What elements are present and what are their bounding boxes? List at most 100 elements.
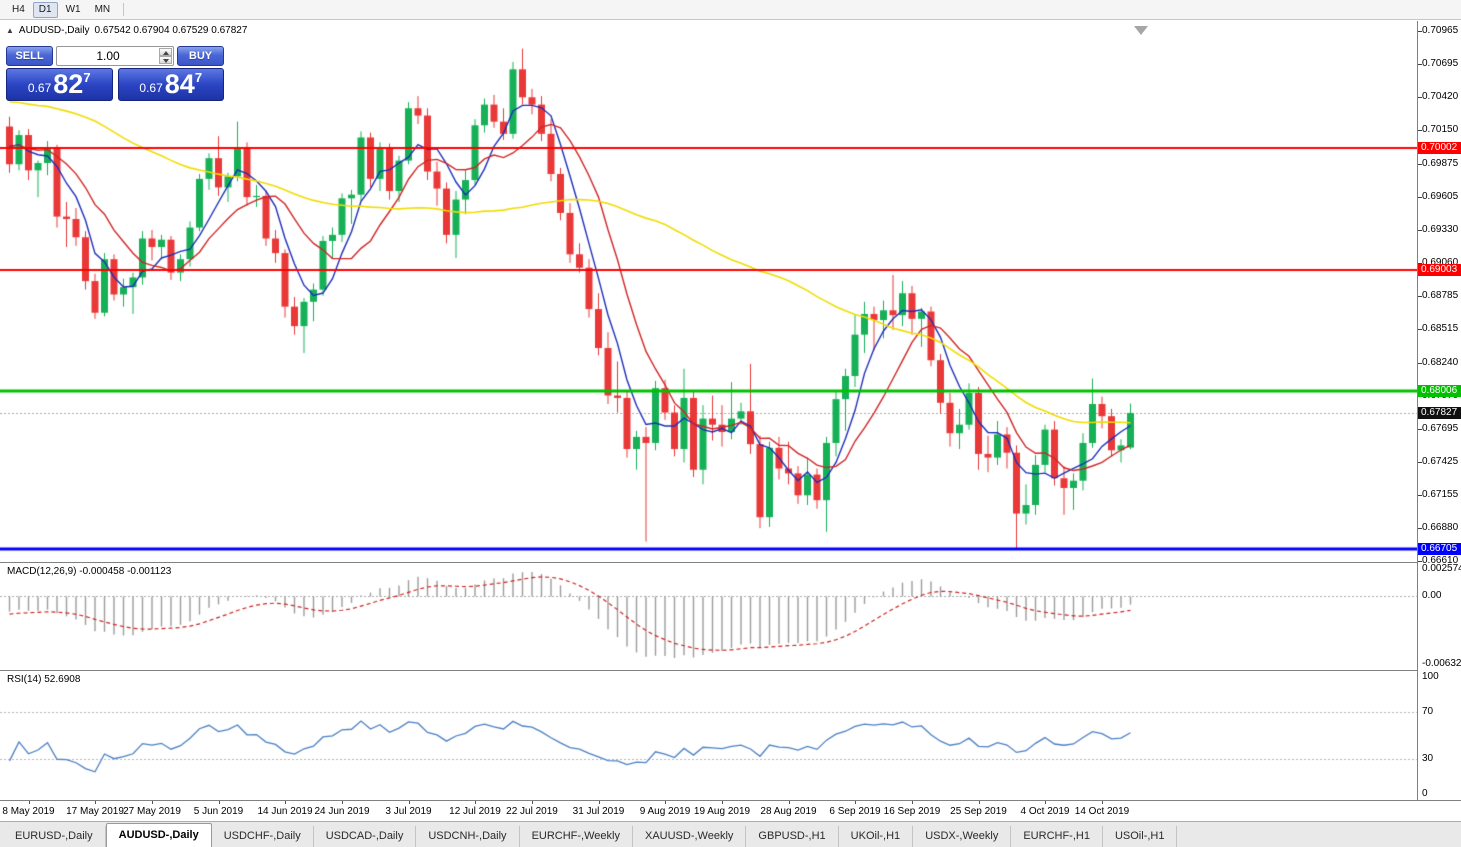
chart-tab-usdcnh-daily[interactable]: USDCNH-,Daily [416, 826, 520, 847]
buy-price-box[interactable]: 0.67 84 7 [117, 68, 224, 101]
date-tick [475, 801, 476, 804]
one-click-controls-row: SELL 1.00 BUY [6, 46, 224, 66]
chart-tab-eurchf-h1[interactable]: EURCHF-,H1 [1011, 826, 1103, 847]
panel-divider[interactable] [0, 562, 1461, 563]
hline-price-label: 0.68006 [1418, 385, 1461, 398]
price-axis-label: 0.69605 [1422, 190, 1459, 202]
date-tick [532, 801, 533, 804]
date-tick [285, 801, 286, 804]
timeframe-button-w1[interactable]: W1 [60, 2, 87, 18]
price-axis-tick [1418, 528, 1422, 529]
price-axis-label: 0.70965 [1422, 24, 1459, 36]
timeframe-button-d1[interactable]: D1 [32, 1, 58, 18]
date-tick [912, 801, 913, 804]
price-axis-tick [1418, 462, 1422, 463]
date-label: 17 May 2019 [66, 806, 124, 817]
chart-header: ▲ AUDUSD-,Daily 0.67542 0.67904 0.67529 … [6, 25, 247, 36]
chart-tab-gbpusd-h1[interactable]: GBPUSD-,H1 [746, 826, 839, 847]
price-axis-tick [1418, 263, 1422, 264]
hline-price-label: 0.69003 [1418, 263, 1461, 276]
buy-button[interactable]: BUY [177, 46, 224, 66]
date-label: 4 Oct 2019 [1020, 806, 1070, 817]
chart-tab-eurusd-daily[interactable]: EURUSD-,Daily [3, 826, 106, 847]
price-axis-tick [1418, 329, 1422, 330]
chart-tab-usdx-weekly[interactable]: USDX-,Weekly [913, 826, 1012, 847]
price-axis-label: 0.67155 [1422, 488, 1459, 500]
chart-tab-usdcad-daily[interactable]: USDCAD-,Daily [314, 826, 417, 847]
rsi-name: RSI(14) [7, 674, 42, 685]
date-label: 19 Aug 2019 [693, 806, 751, 817]
spinner-down-icon[interactable] [159, 56, 172, 64]
candlestick-chart-canvas[interactable] [0, 21, 1417, 562]
rsi-chart-canvas[interactable] [0, 671, 1417, 800]
price-axis-label: 0.69060 [1422, 256, 1459, 268]
date-tick [1045, 801, 1046, 804]
date-tick [722, 801, 723, 804]
timeframe-button-h4[interactable]: H4 [6, 2, 31, 18]
volume-value: 1.00 [96, 49, 120, 63]
date-label: 5 Jun 2019 [193, 806, 244, 817]
price-axis-tick [1418, 164, 1422, 165]
date-label: 24 Jun 2019 [314, 806, 370, 817]
volume-field[interactable]: 1.00 [56, 46, 174, 66]
chart-tab-eurchf-weekly[interactable]: EURCHF-,Weekly [520, 826, 633, 847]
date-label: 22 Jul 2019 [506, 806, 558, 817]
bid-price-label: 0.67827 [1418, 406, 1461, 419]
sell-price-pips: 82 [53, 69, 84, 99]
price-axis-label: 0.66610 [1422, 555, 1459, 567]
date-label: 14 Oct 2019 [1074, 806, 1130, 817]
macd-label: MACD(12,26,9) -0.000458 -0.001123 [7, 566, 171, 577]
price-axis-label: 0.68785 [1422, 290, 1459, 302]
price-axis-label: 0.68240 [1422, 356, 1459, 368]
one-click-collapse-icon[interactable]: ▲ [6, 26, 14, 35]
price-axis-label: 0.67425 [1422, 455, 1459, 467]
price-axis-tick [1418, 363, 1422, 364]
macd-values: -0.000458 -0.001123 [79, 566, 172, 577]
date-axis[interactable]: 8 May 2019 17 May 2019 27 May 2019 5 Jun 20… [0, 800, 1461, 821]
price-axis-label: 0.68515 [1422, 323, 1459, 335]
timeframe-button-mn[interactable]: MN [89, 2, 117, 18]
chart-tab-xauusd-weekly[interactable]: XAUUSD-,Weekly [633, 826, 747, 847]
price-axis-tick [1418, 230, 1422, 231]
macd-axis-label: 0.002574 [1422, 563, 1461, 574]
chart-tab-ukoil-h1[interactable]: UKOil-,H1 [839, 826, 914, 847]
panel-divider[interactable] [0, 670, 1461, 671]
chart-shift-marker-icon[interactable] [1134, 26, 1148, 35]
chart-tab-usoil-h1[interactable]: USOil-,H1 [1103, 826, 1178, 847]
chart-ohlc-readout: 0.67542 0.67904 0.67529 0.67827 [94, 25, 248, 36]
macd-panel: MACD(12,26,9) -0.000458 -0.001123 [0, 563, 1417, 670]
sell-button[interactable]: SELL [6, 46, 53, 66]
toolbar-separator [123, 3, 125, 16]
buy-price-prefix: 0.67 [139, 81, 163, 95]
date-tick [95, 801, 96, 804]
date-label: 3 Jul 2019 [385, 806, 432, 817]
chart-region: ▲ AUDUSD-,Daily 0.67542 0.67904 0.67529 … [0, 21, 1461, 821]
price-axis-label: 0.70150 [1422, 124, 1459, 136]
price-axis-label: 0.69875 [1422, 157, 1459, 169]
price-axis-label: 0.70695 [1422, 57, 1459, 69]
rsi-label: RSI(14) 52.6908 [7, 674, 80, 685]
hline-price-label: 0.66705 [1418, 543, 1461, 556]
sell-price-box[interactable]: 0.67 82 7 [6, 68, 113, 101]
rsi-axis-label: 30 [1422, 752, 1434, 764]
date-label: 28 Aug 2019 [760, 806, 817, 817]
date-tick [599, 801, 600, 804]
chart-tab-audusd-daily[interactable]: AUDUSD-,Daily [105, 823, 212, 847]
rsi-axis-label: 0 [1422, 788, 1428, 799]
price-axis-tick [1418, 97, 1422, 98]
price-axis[interactable]: 0.70965 0.70695 0.70420 0.70150 0.69875 0.696… [1417, 21, 1461, 800]
date-label: 31 Jul 2019 [572, 806, 625, 817]
chart-tab-usdchf-daily[interactable]: USDCHF-,Daily [212, 826, 314, 847]
price-axis-tick [1418, 495, 1422, 496]
macd-chart-canvas[interactable] [0, 563, 1417, 670]
date-tick [152, 801, 153, 804]
macd-name: MACD(12,26,9) [7, 566, 77, 577]
one-click-prices-row: 0.67 82 7 0.67 84 7 [6, 68, 224, 101]
date-label: 12 Jul 2019 [449, 806, 501, 817]
date-tick [789, 801, 790, 804]
volume-spinner [159, 48, 172, 64]
price-axis-tick [1418, 130, 1422, 131]
hline-price-label: 0.70002 [1418, 142, 1461, 155]
spinner-up-icon[interactable] [159, 48, 172, 56]
